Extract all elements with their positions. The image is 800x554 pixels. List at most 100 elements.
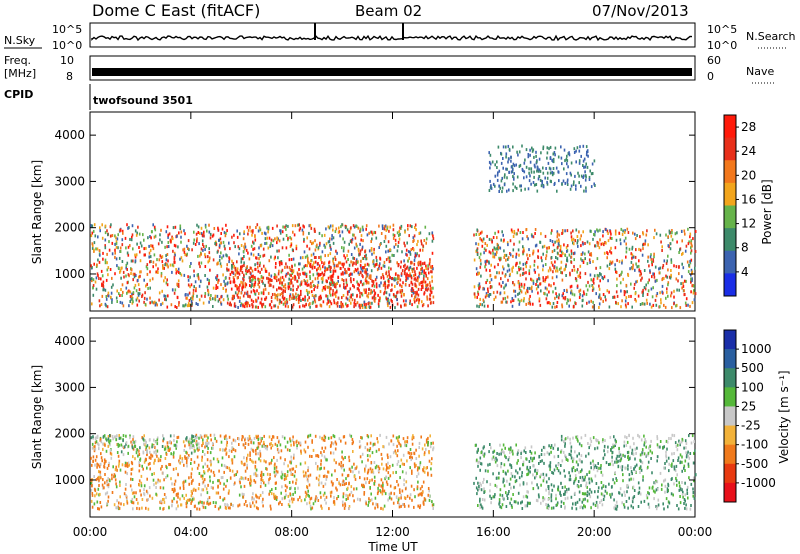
echo-cell: [246, 504, 248, 508]
echo-cell: [138, 275, 140, 279]
echo-cell: [318, 243, 321, 247]
echo-cell: [516, 271, 519, 275]
echo-cell: [523, 176, 525, 180]
echo-cell: [580, 253, 583, 256]
echo-cell: [299, 256, 302, 260]
echo-cell: [276, 238, 279, 242]
echo-cell: [232, 262, 235, 266]
echo-cell: [342, 265, 345, 269]
echo-cell: [191, 467, 193, 471]
echo-cell: [260, 297, 263, 301]
echo-cell: [124, 236, 127, 240]
echo-cell: [535, 154, 537, 158]
echo-cell: [689, 232, 692, 236]
echo-cell: [315, 495, 317, 499]
echo-cell: [418, 466, 421, 470]
echo-cell: [206, 277, 209, 281]
echo-cell: [352, 261, 354, 265]
echo-cell: [253, 247, 256, 251]
echo-cell: [261, 279, 263, 283]
echo-cell: [513, 172, 515, 176]
echo-cell: [131, 478, 134, 481]
echo-cell: [257, 438, 260, 441]
echo-cell: [208, 300, 210, 304]
echo-cell: [201, 488, 203, 492]
echo-cell: [667, 254, 669, 258]
freq-unit: [MHz]: [4, 67, 36, 80]
echo-cell: [368, 497, 370, 501]
echo-cell: [163, 447, 166, 451]
echo-cell: [97, 463, 100, 467]
echo-cell: [673, 295, 675, 299]
echo-cell: [344, 441, 347, 445]
echo-cell: [237, 271, 240, 275]
echo-cell: [505, 300, 507, 304]
echo-cell: [297, 223, 300, 227]
echo-cell: [197, 501, 200, 505]
echo-cell: [352, 224, 355, 228]
echo-cell: [342, 503, 344, 507]
echo-cell: [585, 189, 587, 193]
echo-cell: [107, 273, 109, 277]
echo-cell: [295, 298, 298, 301]
echo-cell: [369, 454, 371, 458]
echo-cell: [354, 298, 356, 302]
echo-cell: [217, 261, 219, 265]
echo-cell: [227, 268, 230, 272]
echo-cell: [172, 264, 175, 268]
echo-cell: [320, 255, 322, 259]
echo-cell: [636, 279, 638, 283]
echo-cell: [616, 258, 618, 262]
echo-cell: [148, 255, 150, 259]
echo-cell: [606, 289, 609, 293]
echo-cell: [582, 159, 585, 163]
echo-cell: [244, 302, 247, 305]
echo-cell: [323, 450, 325, 453]
echo-cell: [322, 286, 325, 289]
echo-cell: [347, 494, 349, 498]
echo-cell: [387, 299, 390, 302]
echo-cell: [416, 266, 418, 270]
echo-cell: [541, 181, 543, 185]
echo-cell: [331, 483, 334, 487]
echo-cell: [117, 454, 120, 458]
echo-cell: [102, 257, 104, 261]
echo-cell: [248, 257, 251, 261]
echo-cell: [631, 305, 633, 309]
echo-cell: [121, 294, 123, 297]
echo-cell: [578, 149, 581, 153]
echo-cell: [106, 229, 108, 233]
echo-cell: [683, 229, 686, 233]
echo-cell: [425, 264, 427, 268]
echo-cell: [345, 286, 347, 290]
echo-cell: [294, 275, 296, 279]
echo-cell: [676, 288, 678, 292]
echo-cell: [493, 297, 495, 301]
echo-cell: [389, 474, 392, 478]
echo-cell: [287, 282, 290, 286]
echo-cell: [131, 224, 134, 228]
echo-cell: [312, 273, 315, 277]
echo-cell: [665, 233, 667, 237]
echo-cell: [377, 465, 380, 469]
echo-cell: [519, 261, 521, 265]
echo-cell: [99, 229, 101, 233]
echo-cell: [344, 271, 346, 275]
echo-cell: [379, 433, 381, 437]
echo-cell: [334, 440, 337, 444]
echo-cell: [331, 278, 334, 282]
echo-cell: [110, 295, 112, 299]
echo-cell: [263, 459, 265, 463]
echo-cell: [208, 230, 211, 234]
echo-cell: [488, 250, 491, 254]
echo-cell: [251, 302, 253, 306]
echo-cell: [431, 251, 434, 255]
echo-cell: [690, 251, 692, 255]
echo-cell: [170, 477, 172, 481]
echo-cell: [581, 259, 583, 263]
echo-cell: [336, 488, 338, 492]
echo-cell: [396, 462, 399, 466]
echo-cell: [164, 294, 167, 298]
echo-cell: [387, 304, 389, 308]
echo-cell: [114, 478, 117, 482]
